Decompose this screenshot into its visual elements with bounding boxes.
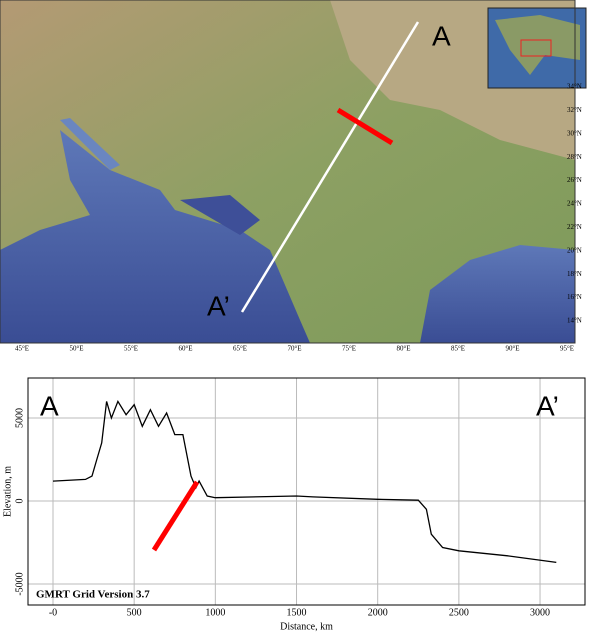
- lon-label: 95°E: [560, 345, 574, 353]
- persian-gulf: [60, 118, 120, 170]
- label-a-prime: A’: [207, 290, 230, 321]
- lon-label: 75°E: [342, 345, 356, 353]
- lat-label: 24°N: [567, 200, 582, 208]
- lat-label: 18°N: [567, 270, 582, 278]
- lat-label: 22°N: [567, 223, 582, 231]
- lat-label: 14°N: [567, 317, 582, 325]
- lon-label: 65°E: [233, 345, 247, 353]
- x-tick-label: 1500: [287, 607, 307, 618]
- lat-label: 26°N: [567, 176, 582, 184]
- map: A A’: [0, 0, 587, 344]
- lat-label: 20°N: [567, 246, 582, 254]
- map-frame: [0, 0, 576, 344]
- marker: [336, 107, 394, 146]
- lon-label: 85°E: [451, 345, 465, 353]
- y-axis-label: Elevation, m: [2, 466, 13, 517]
- x-tick-label: 2500: [449, 607, 469, 618]
- x-axis-label: Distance, km: [280, 621, 333, 632]
- lon-label: 45°E: [15, 345, 29, 353]
- x-tick-label: 2000: [368, 607, 388, 618]
- gulf: [180, 195, 260, 235]
- plot-frame: [27, 377, 586, 606]
- x-tick-label: -0: [49, 607, 57, 618]
- y-tick-label: 5000: [14, 408, 25, 428]
- x-tick-label: 1000: [205, 607, 225, 618]
- marker: [151, 480, 200, 552]
- profile-line: [52, 399, 557, 564]
- lon-label: 70°E: [287, 345, 301, 353]
- annotation-right: A’: [536, 390, 559, 421]
- lat-label: 16°N: [567, 293, 582, 301]
- label-a: A: [432, 20, 451, 51]
- y-tick-label: -5000: [14, 572, 25, 595]
- lat-label: 34°N: [567, 83, 582, 91]
- lat-label: 28°N: [567, 153, 582, 161]
- bay-of-bengal: [420, 245, 575, 343]
- credit: GMRT Grid Version 3.7: [36, 589, 150, 601]
- arabian-sea: [0, 130, 310, 343]
- x-tick-label: 500: [127, 607, 142, 618]
- inset-extent: [520, 39, 552, 57]
- lon-label: 90°E: [505, 345, 519, 353]
- lon-label: 60°E: [178, 345, 192, 353]
- annotation-left: A: [40, 390, 59, 421]
- lat-label: 32°N: [567, 106, 582, 114]
- y-tick-label: 0: [14, 499, 25, 504]
- profile-track: [240, 21, 420, 313]
- lon-label: 50°E: [69, 345, 83, 353]
- x-tick-label: 3000: [530, 607, 550, 618]
- lon-label: 80°E: [396, 345, 410, 353]
- lon-label: 55°E: [124, 345, 138, 353]
- lat-label: 30°N: [567, 129, 582, 137]
- inset-land: [495, 15, 580, 75]
